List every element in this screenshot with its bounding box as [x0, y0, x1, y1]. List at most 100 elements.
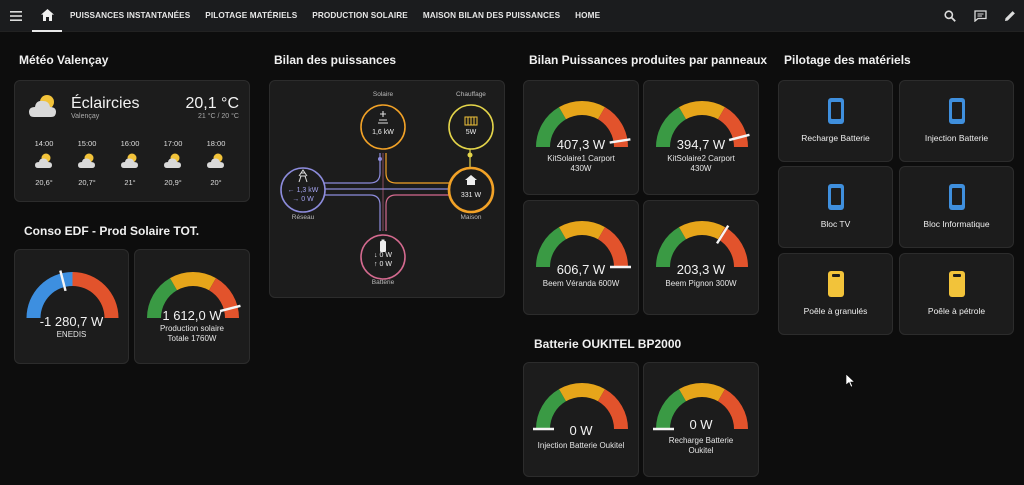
- button-label: Recharge Batterie: [801, 133, 870, 143]
- tab-maison-bilan[interactable]: MAISON BILAN DES PUISSANCES: [422, 11, 561, 20]
- gauge-needle: [59, 270, 67, 292]
- home-value: 331 W: [460, 192, 482, 199]
- button-label: Poêle à pétrole: [927, 306, 986, 316]
- button-recharge-batterie[interactable]: Recharge Batterie: [778, 80, 893, 162]
- gauge-value: 203,3 W: [676, 262, 726, 277]
- gauge-card-pignon[interactable]: 203,3 W Beem Pignon 300W: [643, 200, 759, 315]
- gauge-segment: [679, 221, 725, 240]
- solar-panel-icon: [378, 111, 388, 124]
- home-tab-icon[interactable]: [32, 0, 62, 32]
- phone-icon: [826, 97, 846, 130]
- hamburger-menu-icon[interactable]: [0, 0, 32, 32]
- forecast-item: 14:00 20,6°: [29, 139, 59, 187]
- gauge-value: 407,3 W: [556, 137, 606, 152]
- gauge-label: Beem Véranda 600W: [542, 279, 620, 288]
- forecast-time: 16:00: [120, 139, 140, 148]
- tab-production-solaire[interactable]: PRODUCTION SOLAIRE: [312, 11, 408, 20]
- phone-icon: [947, 183, 967, 216]
- forecast-item: 17:00 20,9°: [158, 139, 188, 187]
- fuel-can-icon: [826, 270, 846, 303]
- grid-label: Réseau: [291, 214, 315, 221]
- button-label: Injection Batterie: [924, 133, 989, 143]
- weather-range: 21 °C / 20 °C: [197, 113, 239, 120]
- partly-cloudy-icon: [158, 152, 188, 172]
- section-title-pilotage: Pilotage des matériels: [784, 53, 911, 67]
- button-injection-batterie[interactable]: Injection Batterie: [899, 80, 1014, 162]
- partly-cloudy-icon: [29, 152, 59, 172]
- section-title-panneaux: Bilan Puissances produites par panneaux: [529, 53, 768, 67]
- gauge-recharge-batterie: [653, 383, 748, 431]
- button-label: Bloc TV: [820, 219, 851, 229]
- assist-chat-icon[interactable]: [972, 8, 988, 24]
- gauge-label: Production solaire: [159, 324, 225, 333]
- gauge-segment: [559, 383, 605, 402]
- search-icon[interactable]: [942, 8, 958, 24]
- button-bloc-tv[interactable]: Bloc TV: [778, 166, 893, 248]
- energy-flow-card[interactable]: Solaire 1,6 kW Chauffage 5W ← 1,3 kW → 0…: [269, 80, 505, 298]
- phone-icon: [947, 97, 967, 130]
- gauge-label-2: Totale 1760W: [167, 334, 217, 343]
- gauge-card-prod-totale[interactable]: 1 612,0 W Production solaire Totale 1760…: [134, 249, 250, 364]
- battery-label: Batterie: [371, 279, 395, 286]
- gauge-enedis: [26, 270, 119, 318]
- section-title-meteo: Météo Valençay: [19, 53, 109, 67]
- weather-temperature: 20,1 °C: [185, 95, 239, 112]
- gauge-segment: [679, 101, 725, 120]
- gauge-label: KitSolaire2 Carport: [667, 154, 735, 163]
- gauge-card-enedis[interactable]: -1 280,7 W ENEDIS: [14, 249, 129, 364]
- weather-card[interactable]: Éclaircies Valençay 20,1 °C 21 °C / 20 °…: [14, 80, 250, 202]
- gauge-needle: [728, 133, 750, 142]
- gauge-card-kit2[interactable]: 394,7 W KitSolaire2 Carport 430W: [643, 80, 759, 195]
- gauge-value: 1 612,0 W: [162, 308, 222, 323]
- fuel-can-icon: [947, 270, 967, 303]
- gauge-value: 606,7 W: [556, 262, 606, 277]
- button-poele-granules[interactable]: Poêle à granulés: [778, 253, 893, 335]
- gauge-segment: [598, 107, 628, 147]
- gauge-label: KitSolaire1 Carport: [547, 154, 615, 163]
- partly-cloudy-icon: [201, 152, 231, 172]
- button-label: Bloc Informatique: [923, 219, 990, 229]
- gauge-card-recharge-batterie[interactable]: 0 W Recharge Batterie Oukitel: [643, 362, 759, 477]
- mouse-cursor-icon: [845, 373, 856, 393]
- forecast-item: 15:00 20,7°: [72, 139, 102, 187]
- top-app-bar: PUISSANCES INSTANTANÉES PILOTAGE MATÉRIE…: [0, 0, 1024, 32]
- solar-label: Solaire: [372, 91, 394, 98]
- gauge-card-injection-batterie[interactable]: 0 W Injection Batterie Oukitel: [523, 362, 639, 477]
- tab-home[interactable]: HOME: [575, 11, 601, 20]
- gauge-segment: [656, 107, 686, 147]
- button-label: Poêle à granulés: [803, 306, 868, 316]
- gauge-card-kit1[interactable]: 407,3 W KitSolaire1 Carport 430W: [523, 80, 639, 195]
- gauge-segment: [536, 227, 566, 267]
- forecast-item: 18:00 20°: [201, 139, 231, 187]
- gauge-label: Beem Pignon 300W: [665, 279, 737, 288]
- gauge-value: -1 280,7 W: [39, 314, 104, 329]
- forecast-item: 16:00 21°: [115, 139, 145, 187]
- button-bloc-informatique[interactable]: Bloc Informatique: [899, 166, 1014, 248]
- gauge-segment: [656, 227, 686, 267]
- forecast-temp: 20°: [210, 178, 222, 187]
- gauge-needle: [609, 138, 631, 144]
- section-title-bilan: Bilan des puissances: [274, 53, 397, 67]
- gauge-segment: [147, 278, 177, 318]
- gauge-label: Recharge Batterie: [668, 436, 734, 445]
- gauge-segment: [718, 389, 748, 429]
- gauge-card-veranda[interactable]: 606,7 W Beem Véranda 600W: [523, 200, 639, 315]
- edit-pencil-icon[interactable]: [1002, 8, 1018, 24]
- gauge-value: 0 W: [689, 417, 713, 432]
- partly-cloudy-icon: [115, 152, 145, 172]
- gauge-needle: [715, 224, 730, 245]
- gauge-segment: [598, 227, 628, 267]
- transmission-tower-icon: [298, 169, 308, 183]
- gauge-kit1: [536, 101, 631, 147]
- gauge-veranda: [536, 221, 631, 269]
- button-poele-petrole[interactable]: Poêle à pétrole: [899, 253, 1014, 335]
- gauge-segment: [536, 389, 566, 429]
- tab-puissances-instantanees[interactable]: PUISSANCES INSTANTANÉES: [70, 11, 191, 20]
- gauge-segment: [559, 101, 605, 120]
- tab-pilotage-materiels[interactable]: PILOTAGE MATÉRIELS: [205, 11, 298, 20]
- gauge-segment: [718, 227, 748, 267]
- battery-icon: [380, 239, 386, 252]
- gauge-injection-batterie: [533, 383, 628, 431]
- gauge-value: 394,7 W: [676, 137, 726, 152]
- battery-in-value: ↓ 0 W: [374, 252, 392, 259]
